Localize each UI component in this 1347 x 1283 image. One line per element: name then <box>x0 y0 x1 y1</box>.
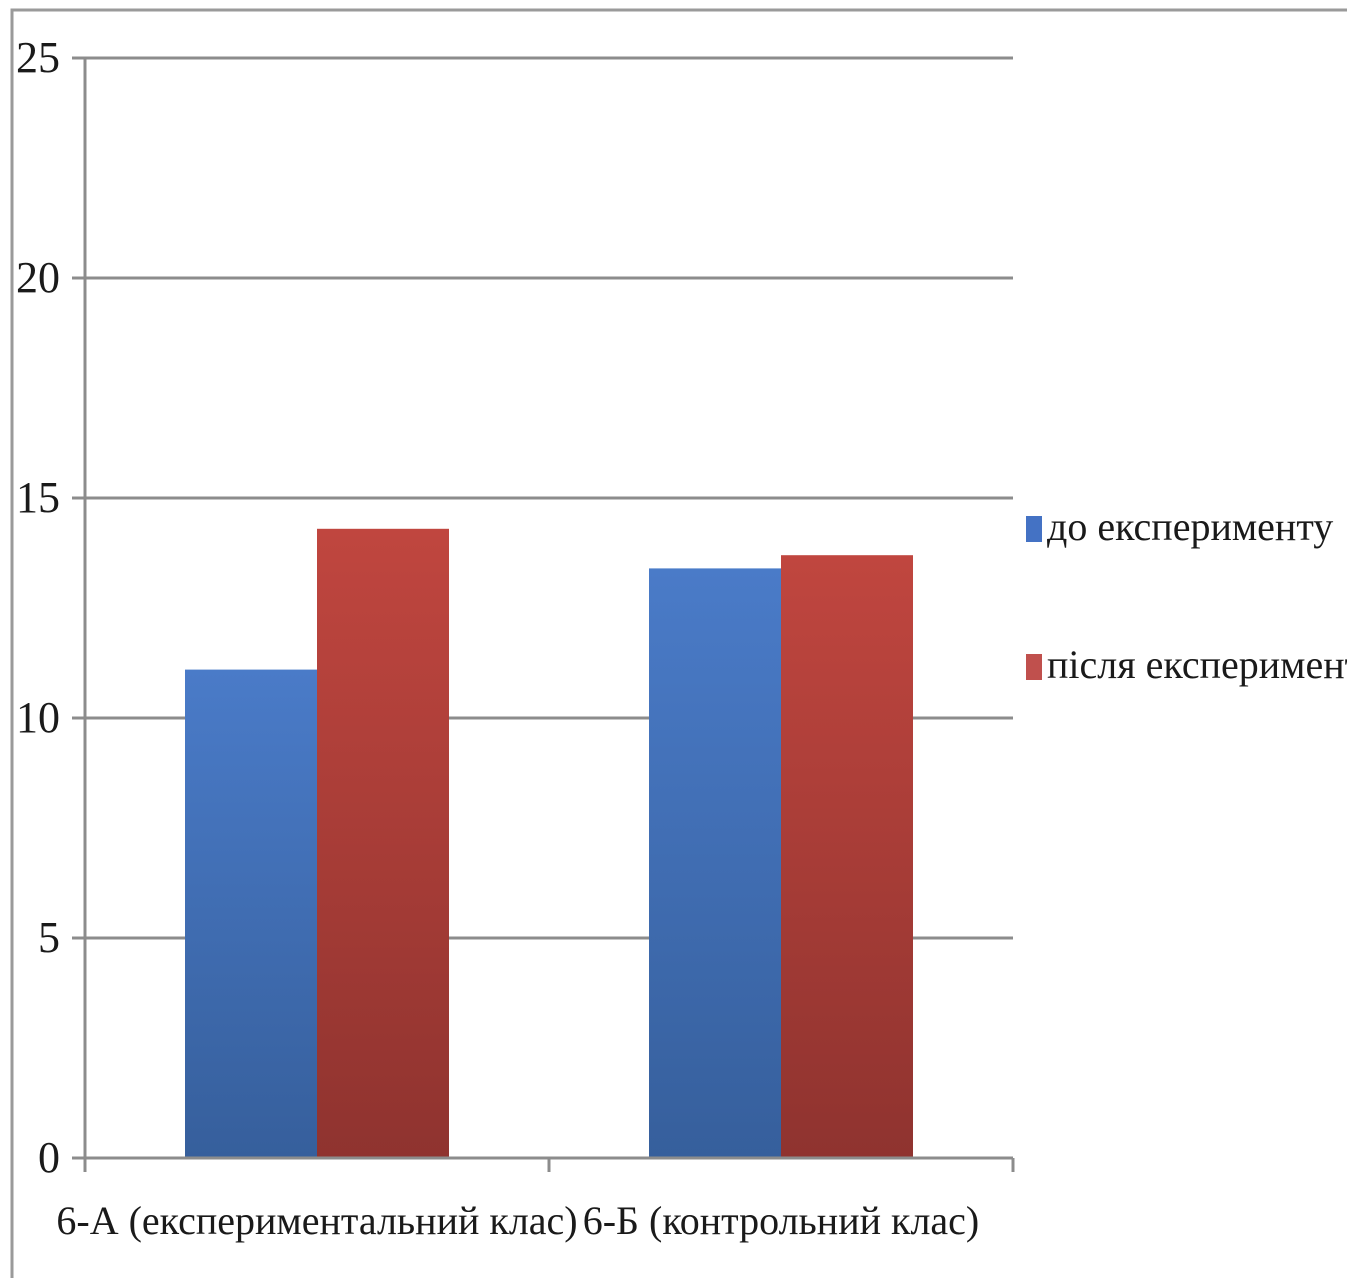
legend-swatch <box>1026 654 1042 680</box>
bar-before-0 <box>185 669 317 1158</box>
y-tick-label: 25 <box>16 33 60 82</box>
bar-after-1 <box>781 555 913 1158</box>
legend-label: до експерименту <box>1047 504 1333 549</box>
x-category-label: 6-Б (контрольний клас) <box>583 1198 980 1243</box>
axes: 0 5 10 15 20 25 6-А (експериментальний клас) 6-… <box>16 33 1015 1243</box>
bar-after-0 <box>317 528 449 1158</box>
legend-label: після експерименту <box>1047 642 1347 687</box>
y-tick-label: 5 <box>38 913 60 962</box>
chart-frame <box>10 8 1347 1283</box>
legend: до експерименту після експерименту <box>1026 504 1347 687</box>
y-tick-label: 10 <box>16 693 60 742</box>
bar-before-1 <box>649 568 781 1158</box>
x-category-label: 6-А (експериментальний клас) <box>56 1198 577 1243</box>
legend-swatch <box>1026 516 1042 542</box>
y-tick-label: 20 <box>16 253 60 302</box>
bars <box>185 528 913 1158</box>
y-tick-label: 0 <box>38 1133 60 1182</box>
y-tick-label: 15 <box>16 473 60 522</box>
